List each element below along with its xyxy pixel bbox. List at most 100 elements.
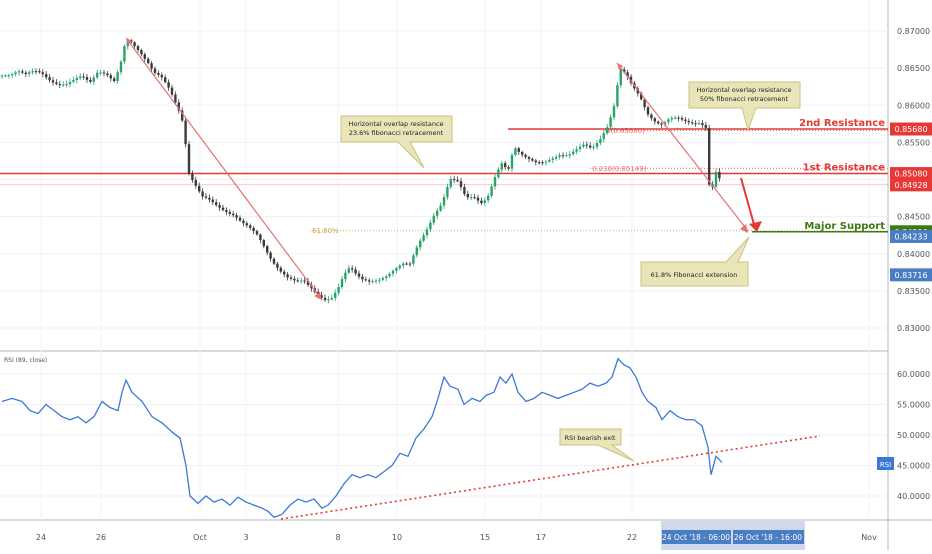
candle-body [259,234,262,241]
candle-body [660,123,663,125]
candle-body [497,169,500,178]
candle-body [432,215,435,223]
candle-body [4,75,7,77]
rsi-indicator-title[interactable]: RSI (89, close) [4,357,47,364]
candle-body [476,197,480,201]
note-23-6-line1: Horizontal overlap resistance [348,120,443,128]
fibonacci-levels: 5(0.85680) 0.236(0.85149) 61.80% [310,127,888,235]
price-panel[interactable] [0,0,888,350]
note-rsi-bearish-exit[interactable]: RSI bearish exit [559,428,635,462]
candle-body [408,263,412,265]
annotations[interactable]: Horizontal overlap resistance 23.6% fibo… [340,81,801,462]
time-range-highlight[interactable]: 24 Oct '18 - 06:00 26 Oct '18 - 16:00 [661,521,805,550]
candle-body [442,197,446,206]
candle-body [354,269,357,274]
candle-body [7,75,10,77]
candle-body [136,46,140,51]
range-end-time: 16:00 [780,533,802,542]
candle-body [187,144,191,174]
rsi-value-tag[interactable]: RSI [877,457,894,470]
candle-body [599,138,602,144]
rsi-trendline[interactable] [280,435,821,520]
candle-body [327,299,330,301]
rsi-panel[interactable] [0,352,888,520]
time-tick-label: 22 [627,533,637,542]
candle-body [704,125,707,128]
range-start-time: 06:00 [708,533,730,542]
time-tick-label: Oct [193,533,207,542]
note-61-8-extension[interactable]: 61.8% Fibonacci extension [640,236,750,287]
candle-body [429,222,432,230]
candle-body [116,72,119,82]
candle-body [235,215,238,218]
note-50-fib[interactable]: Horizontal overlap resistance 50% fibona… [688,81,801,132]
time-tick-label: 3 [243,533,248,542]
candle-body [181,110,184,121]
price-tag-value: 0.83716 [894,271,927,280]
rsi-tick-label: 45.0000 [897,462,930,471]
candle-body [28,72,31,74]
fib-618-label: 61.80% [312,227,339,235]
candlestick-series[interactable] [0,38,721,304]
candle-body [500,163,503,170]
time-tick-label: 24 [36,533,46,542]
time-axis[interactable]: 24 26 Oct 3 8 10 15 17 22 Nov [36,533,877,542]
level-label: 2nd Resistance [799,118,885,129]
candle-body [266,246,269,253]
candle-body [286,274,289,278]
candle-body [41,72,44,75]
candle-body [514,148,517,155]
fib-middle-label: 0.236(0.85149) [592,165,647,173]
candle-body [718,171,721,179]
candle-body [555,156,558,159]
time-tick-label: 17 [536,533,546,542]
price-tags[interactable]: 0.856800.850800.842960.849280.842330.837… [890,122,932,282]
candle-body [303,280,306,282]
rsi-tick-label: 60.0000 [897,370,930,379]
candle-body [670,117,673,120]
candle-body [344,272,347,280]
candle-body [21,71,24,73]
candle-body [65,83,68,85]
candle-body [232,213,235,216]
candle-body [619,69,622,86]
extension-arrow-head [617,63,623,70]
candle-body [616,85,619,107]
drop-arrow-tip [314,292,322,300]
target-arrow-head [749,221,762,232]
rsi-series[interactable] [1,357,821,520]
candle-body [548,159,551,162]
price-tag-bg [890,268,932,282]
candle-body [361,276,364,280]
candle-body [347,268,350,273]
candle-body [320,295,323,298]
rsi-line[interactable] [1,357,723,519]
price-tick-label: 0.86500 [897,64,930,73]
candle-body [17,71,21,73]
rsi-tick-label: 55.0000 [897,401,930,410]
candle-body [211,199,214,203]
candle-body [96,72,99,78]
candle-body [538,162,541,164]
candle-body [701,123,704,126]
candle-body [507,167,510,169]
candle-body [453,179,456,181]
candle-body [191,173,194,181]
support-resistance-levels[interactable]: 2nd Resistance 1st Resistance Major Suppor… [0,118,888,233]
price-tag-bg [890,229,932,243]
candle-body [194,180,197,186]
candle-body [402,263,405,266]
level-label: Major Support [804,221,885,232]
candle-body [691,122,694,124]
target-arrow-line [740,177,756,229]
candle-body [646,107,650,115]
candle-body [160,74,163,78]
candle-body [225,210,228,213]
note-23-6-fib[interactable]: Horizontal overlap resistance 23.6% fibo… [340,115,453,169]
rsi-axis[interactable]: 60.0000 55.0000 50.0000 45.0000 40.0000 [897,370,930,501]
candle-body [48,77,51,81]
candle-body [602,133,605,139]
extension-arrow-tip [740,224,748,233]
price-tag-value: 0.85080 [894,170,927,179]
